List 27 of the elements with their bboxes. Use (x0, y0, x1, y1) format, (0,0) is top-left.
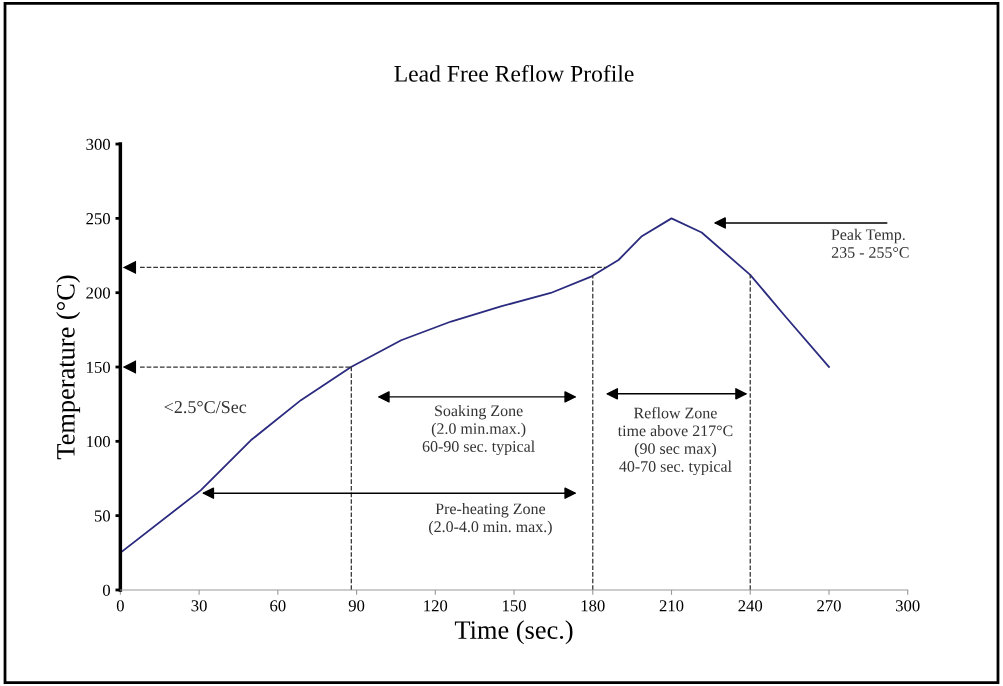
annotation: Soaking Zone (2.0 min.max.) 60-90 sec. typical (422, 404, 535, 456)
y-tick-label: 100 (87, 436, 110, 448)
y-axis-title: Temperature (°C) (56, 275, 81, 460)
x-tick-label: 240 (738, 600, 763, 612)
y-tick-label: 0 (102, 584, 110, 596)
x-tick-label: 210 (659, 600, 684, 612)
annotation: Reflow Zone time above 217°C (90 sec max) 40-70 sec. typical (617, 406, 733, 476)
x-tick-label: 180 (581, 600, 605, 612)
y-tick-label: 50 (94, 510, 110, 522)
x-tick-label: 150 (503, 600, 526, 612)
y-tick-label: 150 (87, 361, 110, 373)
chart-title: Lead Free Reflow Profile (394, 64, 634, 82)
x-tick-label: 0 (116, 600, 124, 612)
x-tick-label: 60 (270, 600, 286, 612)
x-tick-label: 30 (191, 600, 207, 612)
y-tick-label: 250 (86, 213, 110, 225)
annotation: <2.5°C/Sec (164, 400, 247, 414)
y-tick-label: 200 (86, 287, 110, 299)
y-tick-label: 300 (86, 138, 110, 151)
x-axis-title: Time (sec.) (454, 620, 573, 645)
x-tick-label: 300 (896, 600, 920, 612)
annotation: Pre-heating Zone (2.0-4.0 min. max.) (429, 503, 552, 536)
x-tick-label: 90 (348, 600, 365, 612)
annotation: Peak Temp. 235 - 255°C (831, 228, 909, 258)
x-tick-label: 120 (424, 600, 448, 612)
line-series (120, 217, 830, 554)
x-tick-label: 270 (817, 600, 841, 612)
